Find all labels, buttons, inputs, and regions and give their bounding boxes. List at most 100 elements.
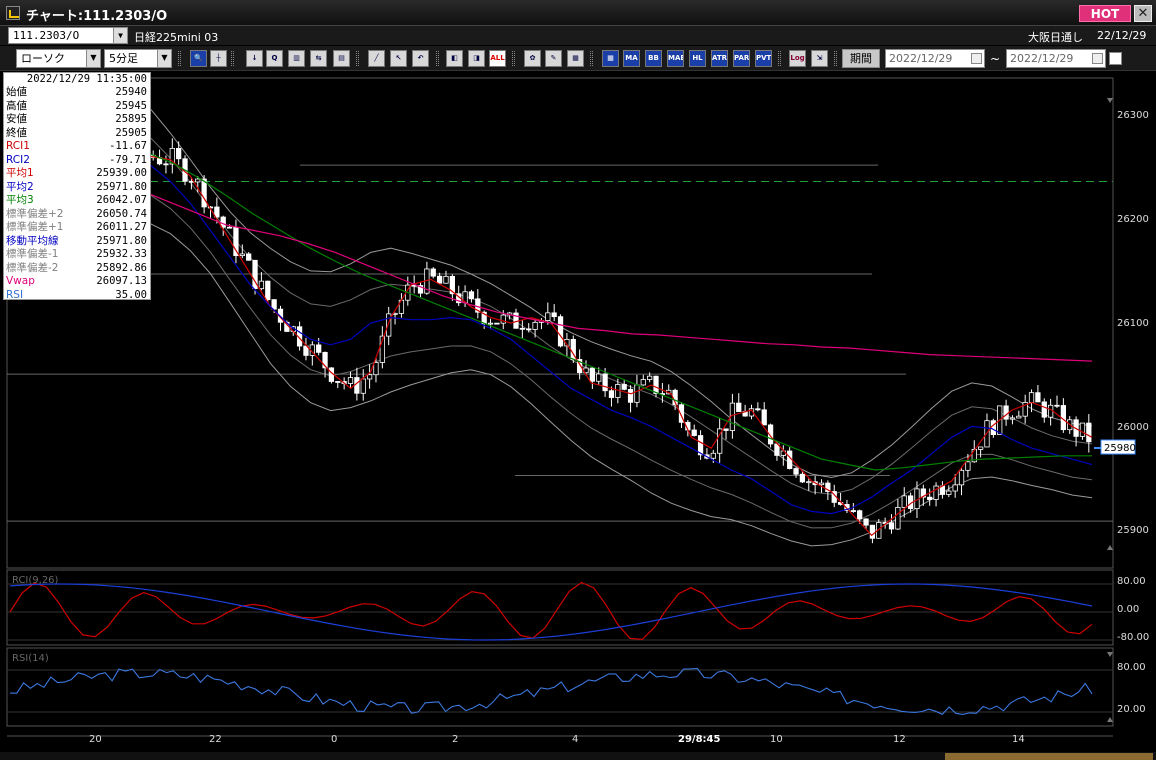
candle-body (653, 375, 659, 394)
info-label: 標準偏差-1 (6, 248, 59, 260)
time-tick: 0 (331, 734, 337, 745)
candle-next-icon[interactable]: ◨ (468, 50, 485, 67)
scroll-down-icon[interactable] (1107, 545, 1113, 550)
candle-body (621, 384, 627, 390)
period-checkbox[interactable] (1109, 52, 1122, 65)
info-row: 平均1 25939.00 (4, 167, 150, 181)
calendar-icon[interactable] (1092, 53, 1103, 64)
info-label: 高値 (6, 99, 27, 112)
info-value: 26042.07 (96, 194, 147, 206)
title-bar: チャート:111.2303/O HOT ✕ (0, 0, 1156, 26)
atr-button[interactable]: ATR (711, 50, 728, 67)
chevron-down-icon[interactable]: ▼ (113, 28, 127, 43)
candle-body (532, 321, 538, 330)
candle-prev-icon[interactable]: ◧ (446, 50, 463, 67)
grid-icon[interactable]: ▦ (602, 50, 619, 67)
export-icon[interactable]: ⇲ (811, 50, 828, 67)
candle-body (876, 522, 882, 539)
ma-button[interactable]: MA (623, 50, 640, 67)
chevron-down-icon[interactable]: ▼ (157, 50, 171, 67)
color-icon[interactable]: ▦ (567, 50, 584, 67)
info-label: 平均3 (6, 194, 34, 206)
candle-body (850, 510, 856, 512)
chart-area[interactable]: 26300 26200 26100 26000 25900 25980 RCI(… (0, 72, 1156, 752)
settings-icon[interactable]: ✿ (524, 50, 541, 67)
all-button[interactable]: ALL (489, 50, 506, 67)
candle-body (888, 522, 895, 530)
candle-body (500, 314, 506, 324)
date-from-input[interactable]: 2022/12/29 (885, 49, 985, 68)
ma-line (9, 115, 1093, 515)
compare-icon[interactable]: ⇆ (310, 50, 327, 67)
undo-icon[interactable]: ↶ (412, 50, 429, 67)
chart-type-select[interactable]: ローソク ▼ (16, 49, 101, 68)
scrollbar-thumb[interactable] (945, 753, 1153, 760)
price-tick: 26300 (1117, 110, 1149, 121)
rsi-title: RSI(14) (12, 653, 49, 664)
bar-chart-icon[interactable]: ▥ (288, 50, 305, 67)
info-row: Vwap 26097.13 (4, 275, 150, 289)
download-icon[interactable]: ↓ (246, 50, 263, 67)
info-row: 高値 25945 (4, 100, 150, 114)
rci-tick: -80.00 (1117, 632, 1149, 643)
candle-body (990, 420, 996, 436)
chevron-down-icon[interactable]: ▼ (86, 50, 100, 67)
candle-body (176, 148, 182, 160)
trendline-icon[interactable]: ╱ (368, 50, 385, 67)
range-separator: ~ (990, 52, 1001, 66)
info-row: 始値 25940 (4, 86, 150, 100)
candle-body (977, 446, 984, 450)
scroll-down-icon[interactable] (1107, 717, 1113, 722)
scroll-up-icon[interactable] (1107, 98, 1113, 103)
candle-body (799, 473, 806, 483)
pvt-button[interactable]: PVT (755, 50, 772, 67)
rsi-tick: 80.00 (1117, 662, 1146, 673)
hl-button[interactable]: HL (689, 50, 706, 67)
info-label: 平均1 (6, 167, 34, 179)
par-button[interactable]: PAR (733, 50, 750, 67)
info-value: 25895 (115, 113, 147, 125)
wrench-icon[interactable]: ✎ (545, 50, 562, 67)
candle-body (844, 504, 850, 511)
data-window: 2022/12/29 11:35:00 始値 25940 高値 25945 安値 2589… (3, 72, 151, 301)
scrollbar[interactable] (0, 752, 1156, 760)
candle-body (818, 482, 825, 486)
bb-button[interactable]: BB (645, 50, 662, 67)
toolbar-separator (834, 51, 837, 66)
interval-select[interactable]: 5分足 ▼ (104, 49, 172, 68)
info-label: 終値 (6, 126, 27, 139)
candle-body (526, 328, 532, 331)
close-icon[interactable]: ✕ (1134, 5, 1152, 22)
candle-body (1079, 422, 1086, 437)
lock-icon[interactable]: ▤ (333, 50, 350, 67)
hot-button[interactable]: HOT (1079, 5, 1131, 22)
candle-body (895, 507, 901, 530)
pointer-icon[interactable]: ↖ (390, 50, 407, 67)
candle-body (1003, 405, 1009, 420)
candle-body (436, 275, 443, 284)
chart-svg[interactable]: 26300 26200 26100 26000 25900 25980 RCI(… (0, 72, 1156, 752)
date-to-input[interactable]: 2022/12/29 (1006, 49, 1106, 68)
search-chart-icon[interactable]: Q (266, 50, 283, 67)
log-button[interactable]: Log (789, 50, 806, 67)
bollinger-band-line (9, 79, 1093, 479)
symbol-select[interactable]: 111.2303/O ▼ (8, 27, 128, 44)
zoom-icon[interactable]: 🔍 (190, 50, 207, 67)
candle-body (857, 510, 863, 520)
candle-body (258, 280, 265, 290)
mae-button[interactable]: MAE (667, 50, 684, 67)
price-tick: 25900 (1117, 525, 1149, 536)
candle-body (335, 381, 341, 383)
info-value: 25905 (115, 126, 147, 139)
price-tick: 26000 (1117, 422, 1149, 433)
info-value: 25932.33 (96, 248, 147, 260)
period-button[interactable]: 期間 (842, 49, 880, 68)
crosshair-icon[interactable]: ┼ (210, 50, 227, 67)
scroll-up-icon[interactable] (1107, 652, 1113, 657)
info-row: RCI2 -79.71 (4, 154, 150, 168)
info-row: 平均3 26042.07 (4, 194, 150, 208)
calendar-icon[interactable] (971, 53, 982, 64)
candle-body (169, 148, 175, 165)
candle-body (386, 313, 392, 337)
date-to-value: 2022/12/29 (1010, 52, 1074, 65)
